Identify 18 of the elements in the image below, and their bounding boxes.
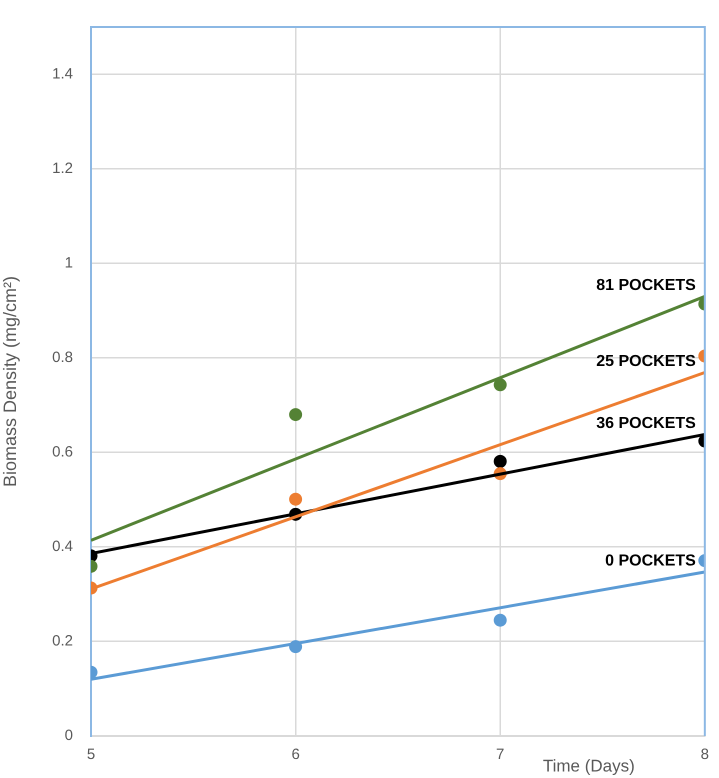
y-tick-label: 0.6: [52, 444, 73, 461]
y-tick-label: 0.8: [52, 349, 73, 366]
x-tick-label: 7: [496, 746, 504, 764]
y-tick-label: 1: [64, 254, 73, 272]
y-axis-title: Biomass Density (mg/cm²): [0, 276, 20, 488]
y-tick-label: 1.2: [52, 160, 73, 177]
y-tick-label: 0: [64, 727, 73, 744]
series-label: 25 POCKETS: [596, 352, 696, 370]
x-tick-label: 5: [86, 746, 96, 764]
x-axis-title: Time (Days): [542, 756, 635, 776]
x-tick-label: 6: [291, 746, 300, 764]
x-tick-label: 8: [700, 746, 709, 764]
series-label: 0 POCKETS: [605, 552, 696, 570]
y-tick-label: 1.4: [52, 65, 73, 82]
y-tick-label: 0.2: [52, 632, 73, 650]
series-label: 36 POCKETS: [596, 414, 696, 432]
series-label: 81 POCKETS: [596, 276, 696, 294]
y-tick-label: 0.4: [52, 538, 73, 556]
